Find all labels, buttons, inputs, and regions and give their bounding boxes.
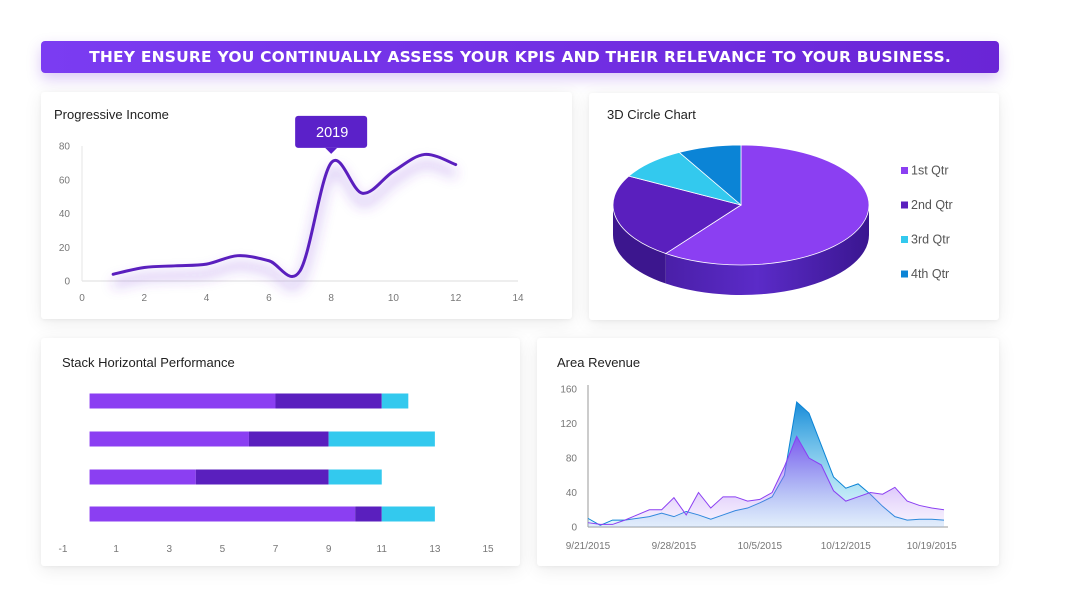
x-tick-label: 15 bbox=[482, 544, 494, 555]
area-revenue-card: Area Revenue 0 40 80 120 160 9/21/2015 9/28/20… bbox=[537, 338, 999, 566]
circle-chart: 1st Qtr 2nd Qtr 3rd Qtr 4th Qtr bbox=[612, 144, 953, 295]
y-tick-label: 40 bbox=[566, 488, 578, 499]
legend-swatch bbox=[901, 167, 908, 174]
area-series-purple-line bbox=[587, 435, 945, 525]
x-tick-label: 11 bbox=[377, 544, 388, 555]
legend-label: 3rd Qtr bbox=[911, 233, 950, 247]
y-tick-label: 80 bbox=[566, 454, 578, 465]
x-tick-label: 10 bbox=[388, 293, 400, 304]
x-tick-label: 14 bbox=[512, 293, 524, 304]
bar-segment bbox=[89, 469, 196, 485]
legend-label: 1st Qtr bbox=[911, 164, 949, 178]
x-tick-label: 3 bbox=[166, 544, 172, 555]
bar-segment bbox=[248, 431, 329, 447]
legend-label: 4th Qtr bbox=[911, 267, 949, 281]
y-tick-label: 0 bbox=[571, 523, 577, 534]
bar-segment bbox=[89, 393, 276, 409]
x-tick-label: 9/28/2015 bbox=[652, 541, 697, 552]
callout-pointer bbox=[325, 147, 338, 154]
x-tick-label: 2 bbox=[142, 293, 148, 304]
slice-side-1st-qtr bbox=[665, 205, 869, 295]
x-tick-label: -1 bbox=[59, 544, 68, 555]
x-tick-label: 8 bbox=[328, 293, 334, 304]
legend-swatch bbox=[901, 236, 908, 243]
legend-label: 2nd Qtr bbox=[911, 198, 953, 212]
stack-performance-chart: -1 1 3 5 7 9 11 13 15 bbox=[59, 393, 494, 555]
y-tick-label: 60 bbox=[59, 175, 71, 186]
circle-chart-card: 3D Circle Chart 1st Qtr 2nd Qtr 3rd Qtr 4th… bbox=[589, 93, 999, 320]
bar-segment bbox=[89, 506, 356, 522]
circle-chart-title: 3D Circle Chart bbox=[607, 107, 696, 122]
bar-segment bbox=[195, 469, 329, 485]
y-tick-label: 40 bbox=[59, 209, 71, 220]
slice-4th-qtr bbox=[678, 144, 742, 206]
banner-text: THEY ENSURE YOU CONTINUALLY ASSESS YOUR … bbox=[89, 48, 951, 66]
slice-1st-qtr bbox=[664, 144, 870, 266]
area-revenue-chart: 0 40 80 120 160 9/21/2015 9/28/2015 10/5/2015 10… bbox=[560, 385, 957, 553]
progressive-income-title: Progressive Income bbox=[54, 107, 169, 122]
legend-swatch bbox=[901, 270, 908, 278]
x-tick-label: 10/12/2015 bbox=[821, 541, 871, 552]
callout-label: 2019 bbox=[316, 125, 348, 141]
bar-segment bbox=[89, 431, 249, 447]
progressive-income-card: Progressive Income 0 20 40 60 80 0 2 4 6 8 10 12 14 2… bbox=[41, 92, 572, 319]
stack-performance-title: Stack Horizontal Performance bbox=[62, 355, 235, 370]
bar-segment bbox=[381, 393, 409, 409]
x-tick-label: 7 bbox=[273, 544, 279, 555]
legend-swatch bbox=[901, 201, 908, 209]
y-tick-label: 0 bbox=[64, 277, 70, 288]
y-tick-label: 160 bbox=[560, 385, 577, 396]
x-tick-label: 4 bbox=[204, 293, 210, 304]
bar-segment bbox=[328, 469, 382, 485]
stack-performance-card: Stack Horizontal Performance -1 1 3 5 7 9 11 13… bbox=[41, 338, 520, 566]
x-tick-label: 10/5/2015 bbox=[738, 541, 783, 552]
bar-segment bbox=[381, 506, 435, 522]
area-series-blue bbox=[588, 401, 944, 527]
header-banner: THEY ENSURE YOU CONTINUALLY ASSESS YOUR … bbox=[41, 41, 999, 73]
y-tick-label: 20 bbox=[59, 243, 71, 254]
x-tick-label: 10/19/2015 bbox=[907, 541, 957, 552]
bar-segment bbox=[275, 393, 382, 409]
callout-box bbox=[295, 115, 368, 148]
x-tick-label: 12 bbox=[450, 293, 462, 304]
line-shadow bbox=[112, 160, 458, 291]
progressive-income-chart: 0 20 40 60 80 0 2 4 6 8 10 12 14 2019 bbox=[59, 115, 524, 304]
area-revenue-title: Area Revenue bbox=[557, 355, 641, 370]
bar-segment bbox=[355, 506, 382, 522]
x-tick-label: 5 bbox=[220, 544, 226, 555]
y-tick-label: 80 bbox=[59, 142, 71, 153]
x-tick-label: 0 bbox=[79, 293, 85, 304]
bar-segment bbox=[328, 431, 435, 447]
x-tick-label: 9 bbox=[326, 544, 332, 555]
slice-side-2nd-qtr bbox=[613, 205, 666, 284]
x-tick-label: 13 bbox=[429, 544, 441, 555]
x-tick-label: 1 bbox=[113, 544, 119, 555]
x-tick-label: 6 bbox=[266, 293, 272, 304]
income-line bbox=[111, 152, 458, 278]
x-tick-label: 9/21/2015 bbox=[566, 541, 611, 552]
slice-2nd-qtr bbox=[612, 175, 742, 254]
y-tick-label: 120 bbox=[560, 419, 577, 430]
area-series-purple bbox=[588, 436, 944, 527]
